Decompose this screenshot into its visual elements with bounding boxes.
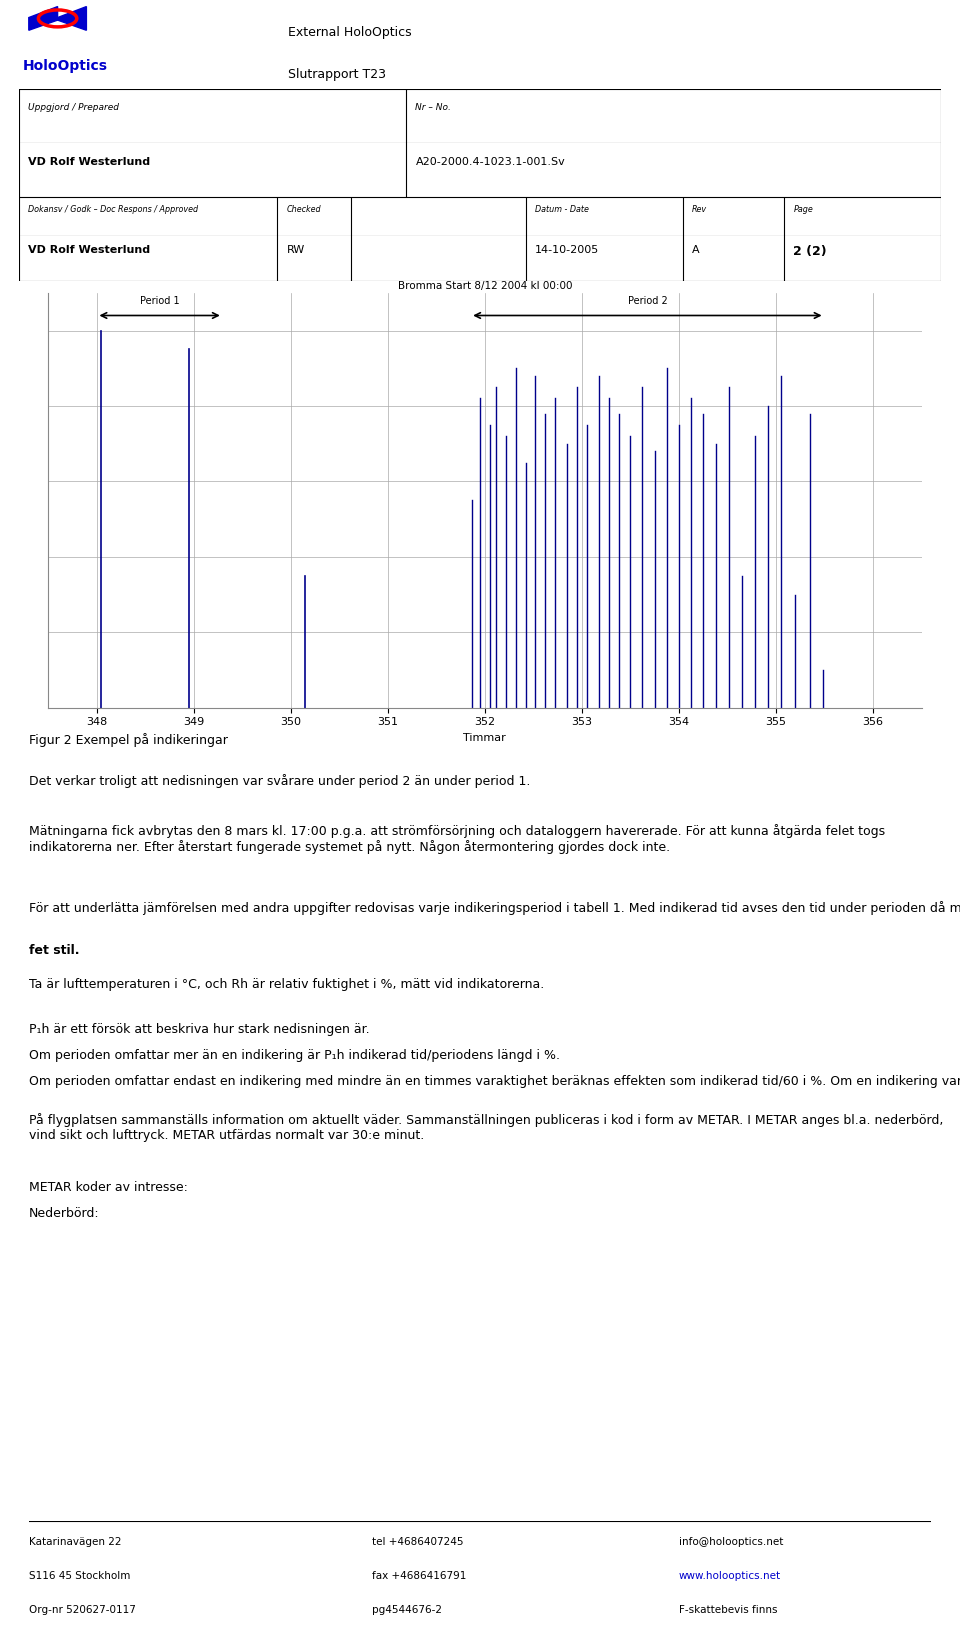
- Text: Dokansv / Godk – Doc Respons / Approved: Dokansv / Godk – Doc Respons / Approved: [29, 205, 199, 213]
- Text: Mätningarna fick avbrytas den 8 mars kl. 17:00 p.g.a. att strömförsörjning och d: Mätningarna fick avbrytas den 8 mars kl.…: [29, 823, 885, 854]
- Text: P₁h är ett försök att beskriva hur stark nedisningen är.: P₁h är ett försök att beskriva hur stark…: [29, 1023, 370, 1036]
- Text: RW: RW: [286, 246, 304, 255]
- Text: För att underlätta jämförelsen med andra uppgifter redovisas varje indikeringspe: För att underlätta jämförelsen med andra…: [29, 901, 960, 914]
- Title: Bromma Start 8/12 2004 kl 00:00: Bromma Start 8/12 2004 kl 00:00: [397, 281, 572, 291]
- Text: F-skattebevis finns: F-skattebevis finns: [679, 1604, 777, 1614]
- Text: 2 (2): 2 (2): [793, 246, 827, 259]
- Polygon shape: [58, 7, 86, 31]
- Text: tel +4686407245: tel +4686407245: [372, 1538, 464, 1547]
- Text: A20-2000.4-1023.1-001.Sv: A20-2000.4-1023.1-001.Sv: [416, 156, 565, 166]
- Text: VD Rolf Westerlund: VD Rolf Westerlund: [29, 156, 151, 166]
- Text: Period 2: Period 2: [628, 296, 667, 306]
- Polygon shape: [29, 7, 58, 31]
- Text: Om perioden omfattar endast en indikering med mindre än en timmes varaktighet be: Om perioden omfattar endast en indikerin…: [29, 1074, 960, 1088]
- Text: På flygplatsen sammanställs information om aktuellt väder. Sammanställningen pub: På flygplatsen sammanställs information …: [29, 1113, 943, 1142]
- Text: HoloOptics: HoloOptics: [23, 59, 108, 73]
- Text: S116 45 Stockholm: S116 45 Stockholm: [29, 1572, 131, 1581]
- Text: Checked: Checked: [286, 205, 321, 213]
- Text: Rev: Rev: [692, 205, 708, 213]
- Text: Uppgjord / Prepared: Uppgjord / Prepared: [29, 103, 119, 112]
- Text: info@holooptics.net: info@holooptics.net: [679, 1538, 783, 1547]
- Text: 14-10-2005: 14-10-2005: [536, 246, 600, 255]
- Text: fax +4686416791: fax +4686416791: [372, 1572, 467, 1581]
- Text: Datum - Date: Datum - Date: [536, 205, 589, 213]
- Text: Ta är lufttemperaturen i °C, och Rh är relativ fuktighet i %, mätt vid indikator: Ta är lufttemperaturen i °C, och Rh är r…: [29, 978, 544, 991]
- Text: Slutrapport T23: Slutrapport T23: [288, 68, 386, 81]
- Text: pg4544676-2: pg4544676-2: [372, 1604, 442, 1614]
- Text: fet stil.: fet stil.: [29, 944, 80, 957]
- Text: METAR koder av intresse:: METAR koder av intresse:: [29, 1181, 187, 1194]
- Text: Page: Page: [793, 205, 813, 213]
- Text: Period 1: Period 1: [140, 296, 180, 306]
- Text: External HoloOptics: External HoloOptics: [288, 26, 412, 39]
- Text: Figur 2 Exempel på indikeringar: Figur 2 Exempel på indikeringar: [29, 732, 228, 747]
- Text: VD Rolf Westerlund: VD Rolf Westerlund: [29, 246, 151, 255]
- Text: Nr – No.: Nr – No.: [416, 103, 451, 112]
- Text: Katarinavägen 22: Katarinavägen 22: [29, 1538, 121, 1547]
- Text: Det verkar troligt att nedisningen var svårare under period 2 än under period 1.: Det verkar troligt att nedisningen var s…: [29, 773, 530, 787]
- Text: A: A: [692, 246, 700, 255]
- Text: Org-nr 520627-0117: Org-nr 520627-0117: [29, 1604, 135, 1614]
- Text: www.holooptics.net: www.holooptics.net: [679, 1572, 780, 1581]
- Text: Om perioden omfattar mer än en indikering är P₁h indikerad tid/periodens längd i: Om perioden omfattar mer än en indikerin…: [29, 1049, 560, 1062]
- X-axis label: Timmar: Timmar: [464, 734, 506, 744]
- Text: Nederbörd:: Nederbörd:: [29, 1207, 100, 1220]
